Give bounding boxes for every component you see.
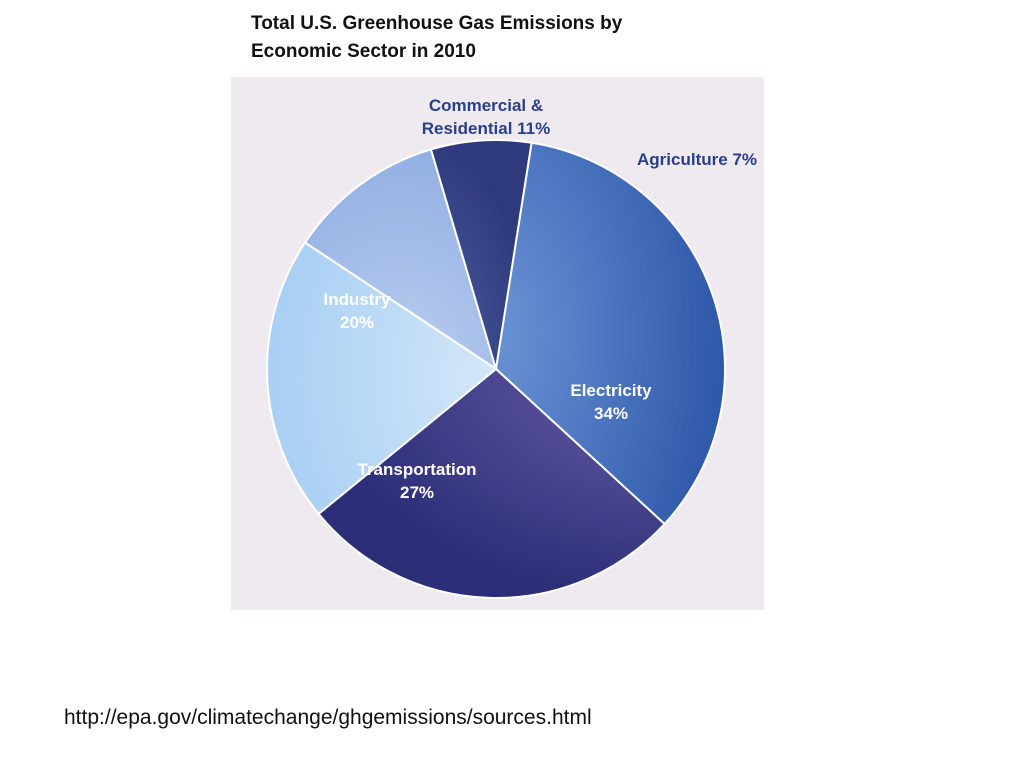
pie-label-line: 20% (340, 313, 374, 332)
pie-slice-transportation (317, 367, 667, 599)
pie-label-line: Commercial & (429, 96, 543, 115)
pie-label-line: Electricity (570, 381, 652, 400)
pie-label-electricity: Electricity 34% (570, 381, 652, 423)
pie-slice-industry (266, 241, 498, 516)
pie-slice-electricity (494, 141, 726, 526)
pie-slice-agriculture (429, 139, 533, 370)
pie-label-industry: Industry 20% (323, 290, 391, 332)
pie-chart: Commercial & Residential 11% Agriculture 7… (266, 96, 757, 599)
pie-label-line: Agriculture 7% (637, 150, 757, 169)
pie-label-line: Transportation (357, 460, 476, 479)
pie-label-line: Residential 11% (422, 119, 551, 138)
source-url: http://epa.gov/climatechange/ghgemission… (64, 706, 592, 729)
pie-label-commercial-residential: Commercial & Residential 11% (422, 96, 551, 138)
pie-label-line: 27% (400, 483, 434, 502)
pie-label-line: 34% (594, 404, 628, 423)
pie-slice-commercial-residential (303, 148, 498, 372)
chart-title: Total U.S. Greenhouse Gas Emissions by E… (251, 10, 731, 66)
pie-label-line: Industry (323, 290, 391, 309)
pie-chart-panel: Commercial & Residential 11% Agriculture 7… (231, 77, 764, 610)
chart-title-line-1: Total U.S. Greenhouse Gas Emissions by (251, 13, 623, 34)
pie-label-transportation: Transportation 27% (357, 460, 476, 502)
chart-title-line-2: Economic Sector in 2010 (251, 41, 476, 62)
pie-label-agriculture: Agriculture 7% (637, 150, 757, 169)
